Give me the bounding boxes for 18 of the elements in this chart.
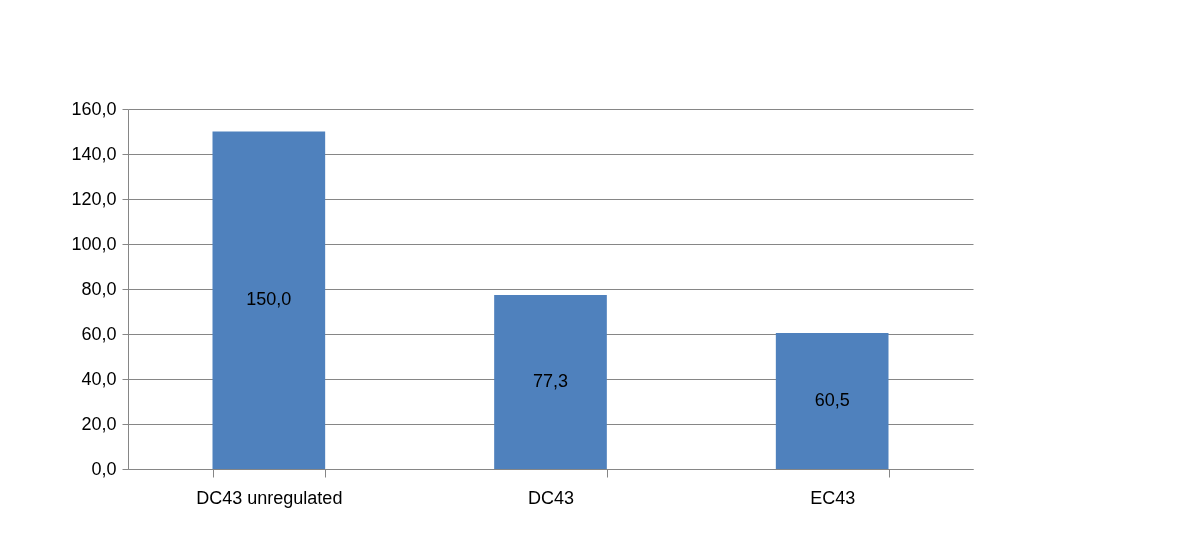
bar bbox=[212, 131, 326, 469]
data-label: 150,0 bbox=[246, 289, 292, 310]
y-tick-label: 20,0 bbox=[81, 413, 117, 434]
data-label: 60,5 bbox=[814, 389, 850, 410]
x-tick-label: DC43 bbox=[527, 487, 575, 508]
y-tick-label: 0,0 bbox=[91, 458, 117, 479]
y-tick-label: 60,0 bbox=[81, 323, 117, 344]
y-tick-label: 160,0 bbox=[71, 98, 117, 119]
y-tick-label: 40,0 bbox=[81, 368, 117, 389]
bar bbox=[494, 295, 607, 469]
x-tick-label: EC43 bbox=[810, 487, 856, 508]
y-tick-label: 80,0 bbox=[81, 278, 117, 299]
y-tick-label: 120,0 bbox=[71, 188, 117, 209]
y-tick-label: 100,0 bbox=[71, 233, 117, 254]
x-tick-label: DC43 unregulated bbox=[196, 487, 343, 508]
y-tick-label: 140,0 bbox=[71, 143, 117, 164]
data-label: 77,3 bbox=[532, 371, 569, 392]
bar bbox=[775, 332, 889, 469]
